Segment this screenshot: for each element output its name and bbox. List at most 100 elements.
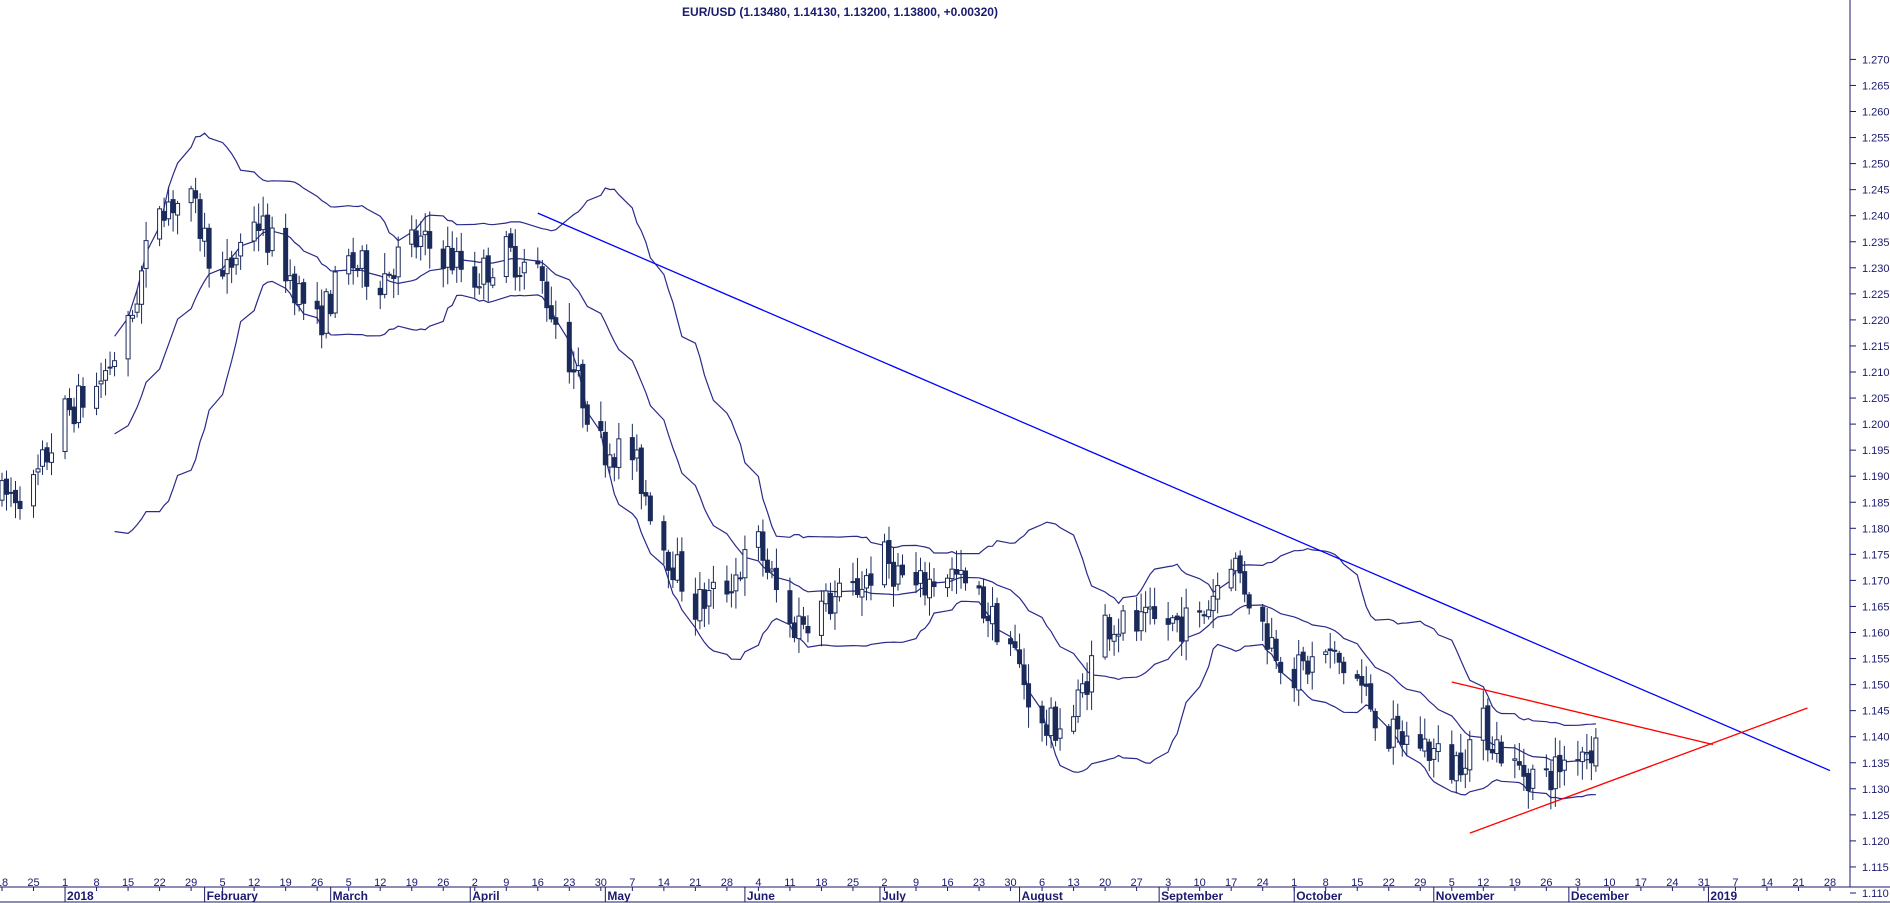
price-tick-label: 1.140 bbox=[1862, 732, 1890, 744]
candle-body-up bbox=[359, 250, 365, 269]
candle-body-up bbox=[0, 480, 5, 501]
price-tick-label: 1.225 bbox=[1862, 289, 1890, 301]
candle-body-up bbox=[233, 257, 239, 266]
week-tick-label: 20 bbox=[1099, 877, 1111, 889]
candle-body-up bbox=[1183, 607, 1189, 642]
candle bbox=[440, 240, 446, 288]
candle-body-up bbox=[818, 600, 824, 636]
candle bbox=[1354, 670, 1360, 682]
price-tick-label: 1.230 bbox=[1862, 263, 1890, 275]
candle-body-down bbox=[931, 581, 937, 587]
week-tick-label: 23 bbox=[563, 877, 575, 889]
candle bbox=[202, 212, 208, 257]
candle bbox=[377, 280, 383, 310]
price-axis: 1.110 1.115 1.120 1.125 1.130 1.135 1.140 1.145… bbox=[1849, 0, 1890, 900]
candle bbox=[1404, 721, 1410, 757]
candle-body-up bbox=[1579, 751, 1585, 763]
week-tick-label: 5 bbox=[1449, 877, 1455, 889]
candle bbox=[836, 568, 842, 602]
candle bbox=[823, 583, 829, 612]
candle-body-up bbox=[287, 275, 293, 281]
trendlines bbox=[537, 212, 1831, 834]
candle bbox=[539, 260, 545, 294]
candle-body-down bbox=[661, 521, 667, 551]
candle-body-up bbox=[575, 365, 581, 372]
candle bbox=[1593, 728, 1599, 772]
candle bbox=[1485, 698, 1491, 762]
candle-body-down bbox=[1044, 724, 1050, 736]
price-tick-label: 1.220 bbox=[1862, 315, 1890, 327]
candle-body-down bbox=[647, 495, 653, 522]
candle-body-down bbox=[13, 489, 19, 504]
candle bbox=[458, 232, 464, 283]
candle bbox=[8, 477, 14, 507]
candle-body-down bbox=[1026, 683, 1032, 708]
candle bbox=[319, 289, 325, 349]
price-tick-label: 1.120 bbox=[1862, 836, 1890, 848]
week-tick-label: 26 bbox=[311, 877, 323, 889]
candle bbox=[674, 537, 680, 584]
candle-body-down bbox=[1386, 726, 1392, 749]
candle-body-up bbox=[836, 582, 842, 598]
candle bbox=[890, 546, 896, 607]
candle bbox=[1359, 659, 1365, 704]
candle-body-up bbox=[710, 581, 716, 590]
candle-body-up bbox=[1215, 585, 1221, 600]
candle-body-up bbox=[1210, 595, 1216, 612]
candle-body-up bbox=[1102, 614, 1108, 658]
candle bbox=[918, 557, 924, 598]
candle bbox=[449, 231, 455, 275]
candle-body-down bbox=[1498, 741, 1504, 764]
trendline-2 bbox=[1451, 681, 1714, 746]
candle-body-up bbox=[409, 229, 415, 245]
candle bbox=[31, 469, 37, 518]
candle-body-down bbox=[44, 447, 50, 463]
candle bbox=[1575, 740, 1581, 776]
month-label: May bbox=[607, 889, 631, 903]
candle bbox=[634, 434, 640, 472]
candle bbox=[517, 266, 523, 292]
candle-body-down bbox=[206, 227, 212, 269]
candle bbox=[269, 216, 275, 257]
price-tick-label: 1.110 bbox=[1862, 888, 1889, 900]
candle-body-up bbox=[1111, 633, 1117, 642]
candle-body-down bbox=[724, 580, 730, 595]
month-label: March bbox=[333, 889, 368, 903]
candle-body-up bbox=[238, 241, 244, 257]
price-tick-label: 1.180 bbox=[1862, 523, 1890, 535]
candle-body-up bbox=[1080, 683, 1086, 694]
candle-body-down bbox=[976, 585, 982, 589]
candle bbox=[1458, 733, 1464, 782]
week-tick-label: 11 bbox=[784, 877, 795, 889]
candle bbox=[981, 579, 987, 624]
month-label: 2019 bbox=[1710, 889, 1737, 903]
candle bbox=[1120, 604, 1126, 641]
candle-body-down bbox=[1372, 710, 1378, 729]
week-tick-label: 16 bbox=[532, 877, 544, 889]
candlesticks bbox=[0, 177, 1599, 810]
candle-body-up bbox=[260, 215, 266, 231]
candle-body-down bbox=[1152, 606, 1158, 620]
candle bbox=[454, 237, 460, 283]
candle bbox=[481, 249, 487, 300]
candle bbox=[665, 549, 671, 589]
week-tick-label: 2 bbox=[881, 877, 887, 889]
week-tick-label: 18 bbox=[815, 877, 827, 889]
candle bbox=[188, 185, 194, 222]
candle-body-down bbox=[413, 230, 419, 248]
candle-body-up bbox=[918, 570, 924, 584]
candle bbox=[98, 362, 104, 399]
candle-body-up bbox=[1233, 557, 1239, 572]
candle bbox=[1260, 603, 1266, 641]
chart-title: EUR/USD (1.13480, 1.14130, 1.13200, 1.13… bbox=[682, 5, 998, 19]
candle bbox=[850, 562, 856, 596]
week-tick-label: 12 bbox=[1477, 877, 1489, 889]
bollinger-upper-band bbox=[114, 132, 1596, 727]
candle bbox=[1084, 662, 1090, 711]
candle-body-up bbox=[1170, 617, 1176, 624]
candle bbox=[166, 186, 172, 226]
month-label: July bbox=[882, 889, 906, 903]
candle bbox=[503, 230, 509, 283]
candle bbox=[913, 552, 919, 594]
candle-body-down bbox=[584, 404, 590, 425]
